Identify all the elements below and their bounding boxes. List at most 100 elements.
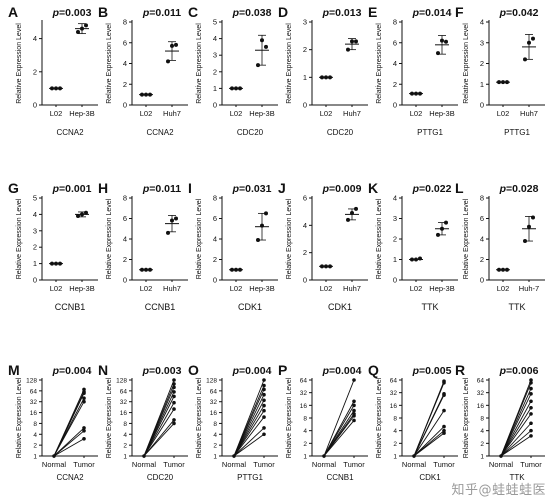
y-tick-label: 8 [213, 421, 217, 428]
data-point [174, 216, 178, 221]
panel-letter: R [455, 362, 465, 378]
y-axis-title: Relative Expression Level [196, 377, 203, 458]
p-value: p=0.028 [499, 183, 539, 195]
y-tick-label: 1 [303, 73, 307, 82]
x-tick-label: Normal [402, 460, 427, 469]
tumor-point [172, 407, 176, 411]
y-tick-label: 32 [390, 390, 398, 397]
y-axis-title: Relative Expression Level [16, 198, 23, 279]
tumor-point [442, 431, 446, 435]
paired-line [233, 433, 265, 457]
y-tick-label: 3 [213, 51, 217, 60]
gene-label: PTTG1 [237, 473, 263, 482]
y-axis-title: Relative Expression Level [106, 377, 113, 458]
x-tick-label: Tumor [253, 460, 275, 469]
y-tick-label: 1 [480, 454, 484, 461]
gene-label: CCNA2 [56, 473, 84, 482]
y-axis-title: Relative Expression Level [106, 198, 113, 279]
tumor-point [262, 432, 266, 437]
panel-letter: J [278, 180, 286, 196]
tumor-point [262, 387, 266, 392]
y-tick-label: 6 [213, 214, 217, 223]
paired-line [323, 379, 355, 457]
p-value: p=0.005 [412, 365, 452, 377]
x-tick-label: Normal [312, 460, 337, 469]
tumor-point [442, 424, 446, 429]
y-tick-label: 8 [123, 194, 127, 203]
x-tick-label: Huh7 [343, 284, 361, 293]
tumor-point [529, 421, 533, 426]
panel-letter: N [98, 362, 108, 378]
x-tick-label: Tumor [163, 460, 185, 469]
p-value: p=0.004 [322, 365, 362, 377]
x-tick-label: L02 [410, 284, 423, 293]
tumor-point [442, 408, 446, 413]
y-tick-label: 2 [33, 443, 37, 450]
y-tick-label: 0 [303, 101, 307, 110]
normal-point [499, 454, 503, 458]
y-tick-label: 8 [393, 18, 397, 27]
tumor-point [352, 418, 356, 423]
y-tick-label: 64 [477, 378, 485, 385]
tumor-point [82, 428, 86, 433]
paired-line [233, 405, 265, 457]
y-tick-label: 2 [303, 441, 307, 448]
tumor-point [82, 396, 86, 401]
x-tick-label: Tumor [343, 460, 365, 469]
p-value: p=0.004 [232, 365, 272, 377]
gene-label: TTK [509, 302, 526, 312]
p-value: p=0.038 [232, 7, 272, 19]
y-tick-label: 8 [33, 421, 37, 428]
gene-label: CDC20 [327, 128, 354, 137]
y-tick-label: 2 [33, 67, 37, 76]
tumor-point [529, 428, 533, 433]
x-tick-label: Huh7 [520, 109, 538, 118]
p-value: p=0.009 [322, 183, 362, 195]
y-tick-label: 128 [116, 378, 127, 385]
paired-line [143, 402, 175, 457]
y-tick-label: 0 [123, 276, 127, 285]
gene-label: PTTG1 [504, 128, 530, 137]
y-tick-label: 0 [480, 101, 484, 110]
y-tick-label: 4 [393, 428, 397, 435]
data-point [354, 39, 358, 44]
y-axis-title: Relative Expression Level [16, 377, 23, 458]
tumor-point [352, 403, 356, 408]
p-value: p=0.022 [412, 183, 452, 195]
normal-point [322, 454, 326, 458]
tumor-point [529, 378, 533, 382]
paired-line [53, 430, 85, 457]
y-tick-label: 4 [480, 18, 484, 27]
y-tick-label: 0 [33, 101, 37, 110]
y-tick-label: 1 [33, 454, 37, 461]
data-point [76, 29, 80, 34]
gene-label: CCNA2 [146, 128, 174, 137]
gene-label: CDC20 [147, 473, 174, 482]
x-tick-label: Hep-3B [249, 109, 274, 118]
tumor-point [172, 390, 176, 394]
y-tick-label: 2 [393, 80, 397, 89]
y-tick-label: 8 [480, 416, 484, 423]
y-tick-label: 32 [477, 390, 485, 397]
x-tick-label: Huh-7 [519, 284, 539, 293]
y-tick-label: 8 [123, 18, 127, 27]
tumor-point [262, 426, 266, 430]
gene-label: PTTG1 [417, 128, 443, 137]
gene-label: TTK [422, 302, 439, 312]
y-axis-title: Relative Expression Level [286, 23, 293, 104]
y-tick-label: 4 [303, 428, 307, 435]
data-point [264, 44, 268, 49]
y-tick-label: 2 [123, 443, 127, 450]
tumor-point [352, 378, 356, 382]
paired-line [233, 427, 265, 457]
y-axis-title: Relative Expression Level [106, 23, 113, 104]
y-tick-label: 0 [213, 101, 217, 110]
y-tick-label: 16 [477, 403, 485, 410]
